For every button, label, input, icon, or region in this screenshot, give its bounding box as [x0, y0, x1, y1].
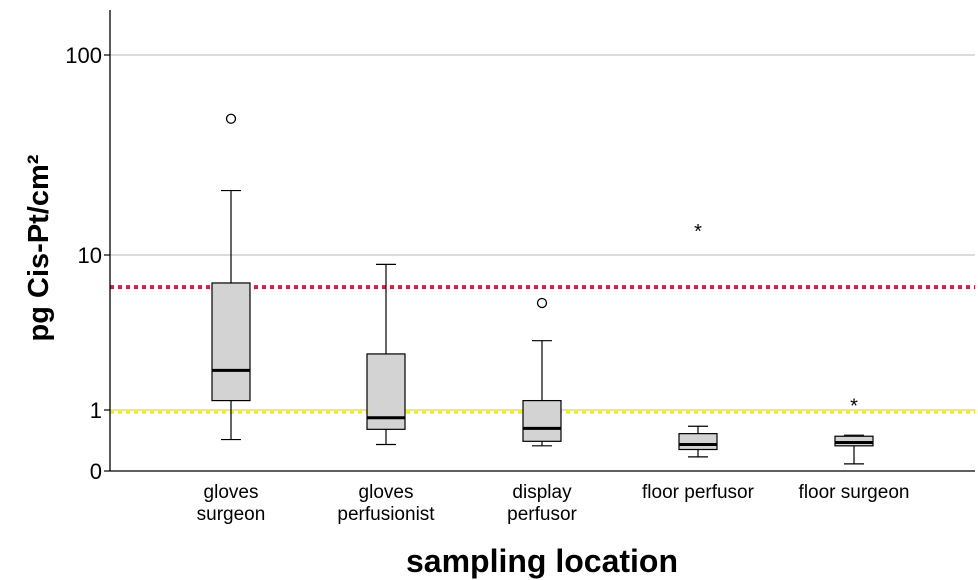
box-plots: ** — [211, 113, 874, 465]
outlier-circle — [536, 297, 548, 309]
x-category-label: gloves — [359, 482, 414, 503]
box-group: * — [834, 396, 874, 465]
x-category-label: floor surgeon — [799, 482, 910, 503]
y-tick-label: 10 — [78, 243, 102, 268]
box-iqr — [211, 282, 251, 402]
y-tick-label: 100 — [65, 43, 102, 68]
box-group — [522, 297, 562, 447]
box-iqr — [678, 433, 718, 451]
outlier-circle — [225, 113, 237, 124]
x-category-label: display — [512, 482, 572, 503]
x-axis-title: sampling location — [406, 543, 678, 579]
x-category-label: surgeon — [197, 504, 266, 525]
box-iqr — [834, 435, 874, 447]
x-category-label: perfusor — [507, 504, 577, 525]
box-group: * — [678, 221, 718, 458]
y-tick-label: 0 — [90, 459, 102, 484]
y-axis-title: pg Cis-Pt/cm² — [23, 154, 55, 341]
x-category-labels: glovessurgeonglovesperfusionistdisplaype… — [197, 482, 910, 525]
box-group — [366, 263, 406, 446]
x-category-label: floor perfusor — [642, 482, 755, 503]
axes — [109, 10, 975, 472]
outlier-star: * — [850, 396, 858, 418]
y-tick-label: 1 — [90, 398, 102, 423]
outlier-star: * — [694, 221, 702, 243]
box-iqr — [522, 399, 562, 442]
y-tick-labels: 0 1 10 100 — [65, 43, 110, 484]
x-category-label: perfusionist — [337, 504, 435, 525]
box-group — [211, 113, 251, 441]
x-category-label: gloves — [204, 482, 259, 503]
